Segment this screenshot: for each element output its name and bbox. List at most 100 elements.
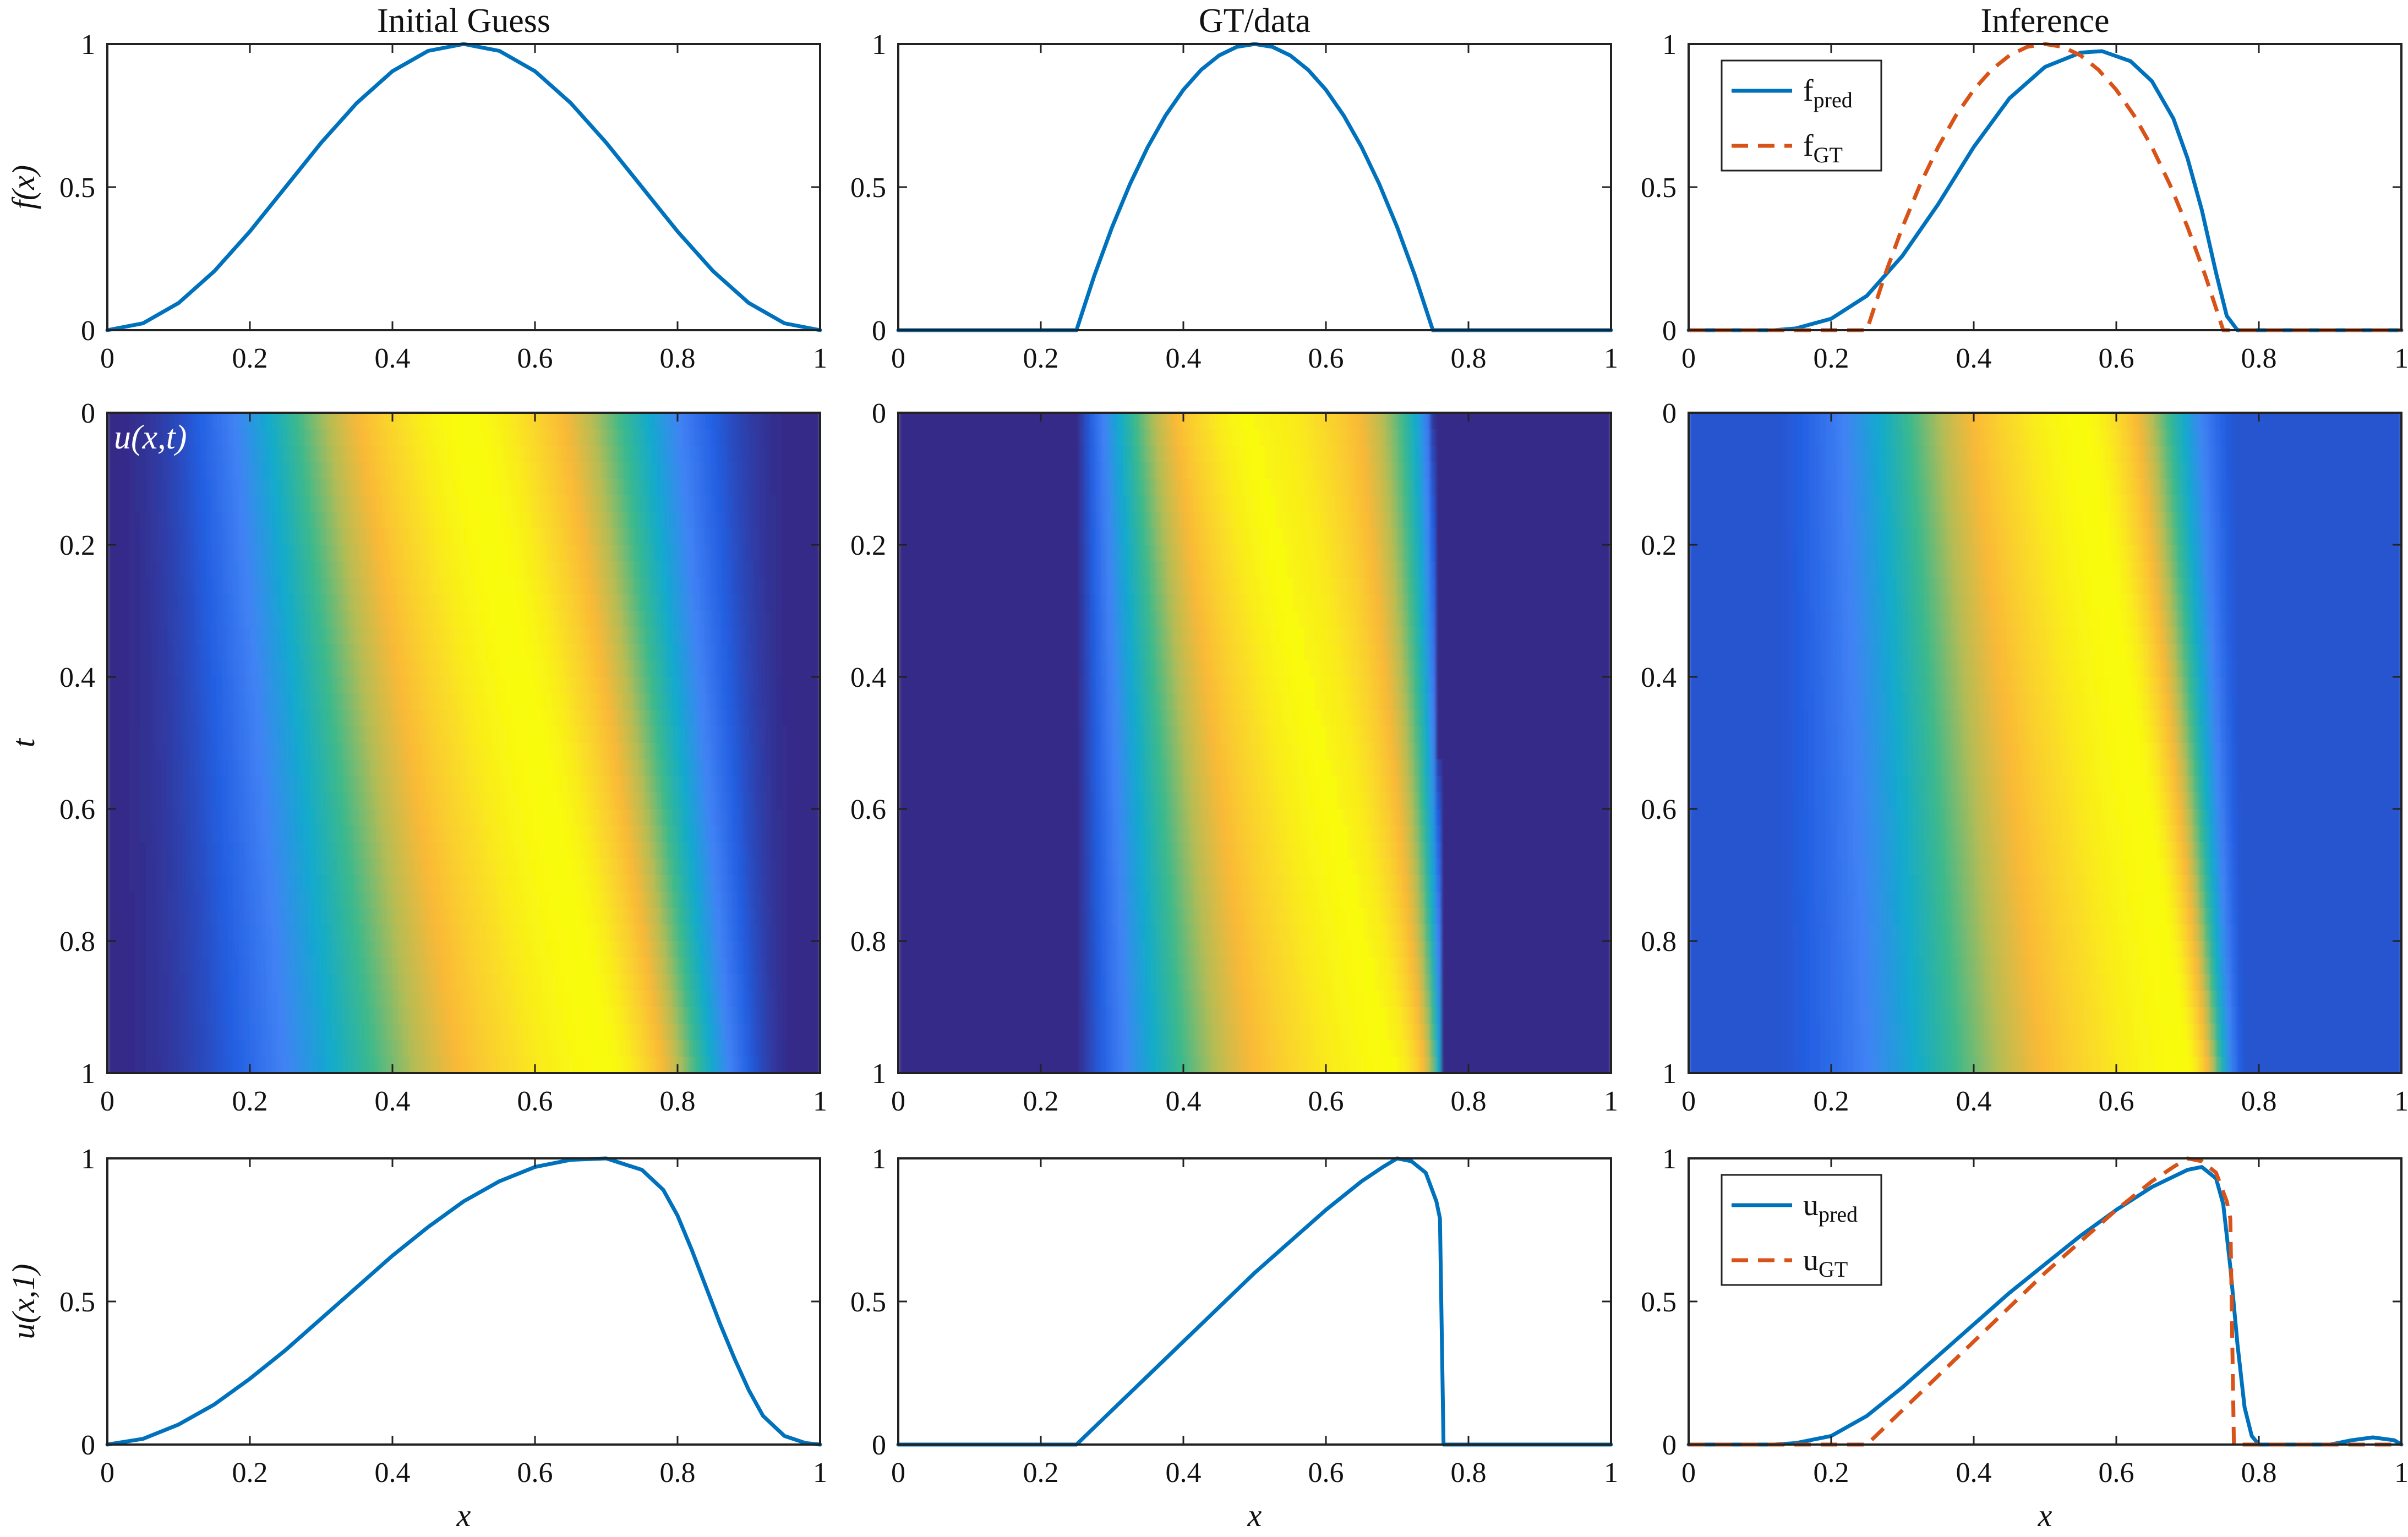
heatmap-cell	[408, 891, 415, 909]
heatmap-cell	[337, 644, 344, 661]
heatmap-cell	[529, 858, 536, 876]
heatmap-cell	[776, 776, 783, 793]
heatmap-cell	[485, 545, 492, 562]
heatmap-cell	[611, 958, 618, 975]
heatmap-cell	[804, 693, 810, 710]
heatmap-cell	[299, 693, 305, 710]
heatmap-cell	[634, 1007, 640, 1024]
heatmap-cell	[337, 825, 344, 843]
heatmap-cell	[195, 660, 201, 677]
heatmap-cell	[716, 495, 722, 512]
heatmap-cell	[211, 462, 218, 479]
heatmap-cell	[255, 462, 261, 479]
heatmap-cell	[134, 495, 141, 512]
heatmap-cell	[754, 578, 761, 595]
y-axis-label: f(x)	[6, 165, 41, 210]
heatmap-cell	[392, 875, 398, 892]
heatmap-cell	[206, 726, 212, 743]
heatmap-cell	[414, 677, 421, 694]
heatmap-cell	[123, 726, 130, 743]
heatmap-cell	[359, 479, 365, 496]
heatmap-cell	[392, 710, 398, 727]
heatmap-cell	[754, 561, 761, 578]
heatmap-cell	[239, 825, 245, 843]
heatmap-cell	[617, 512, 624, 529]
heatmap-cell	[595, 495, 602, 512]
heatmap-cell	[343, 974, 350, 991]
heatmap-cell	[392, 891, 398, 909]
heatmap-cell	[815, 842, 820, 859]
heatmap-cell	[162, 825, 168, 843]
heatmap-cell	[282, 495, 289, 512]
heatmap-cell	[507, 479, 514, 496]
heatmap-cell	[524, 594, 530, 611]
heatmap-cell	[392, 429, 398, 446]
heatmap-cell	[634, 413, 640, 430]
heatmap-cell	[606, 545, 613, 562]
heatmap-cell	[441, 512, 448, 529]
heatmap-cell	[162, 677, 168, 694]
heatmap-cell	[496, 891, 503, 909]
heatmap-cell	[480, 825, 487, 843]
heatmap-cell	[672, 726, 678, 743]
heatmap-cell	[206, 1024, 212, 1041]
heatmap-cell	[452, 842, 459, 859]
heatmap-cell	[452, 660, 459, 677]
heatmap-cell	[354, 429, 361, 446]
heatmap-cell	[189, 726, 196, 743]
heatmap-cell	[425, 677, 432, 694]
heatmap-cell	[321, 759, 327, 776]
heatmap-cell	[419, 677, 426, 694]
heatmap-cell	[502, 561, 508, 578]
heatmap-cell	[299, 891, 305, 909]
heatmap-cell	[798, 792, 804, 809]
heatmap-cell	[271, 594, 278, 611]
heatmap-cell	[244, 677, 250, 694]
heatmap-cell	[250, 462, 256, 479]
heatmap-cell	[507, 825, 514, 843]
heatmap-cell	[578, 594, 585, 611]
heatmap-cell	[623, 825, 629, 843]
x-tick-label: 0.2	[232, 343, 268, 374]
heatmap-cell	[414, 710, 421, 727]
heatmap-cell	[107, 677, 113, 694]
heatmap-cell	[332, 710, 338, 727]
heatmap-cell	[326, 495, 333, 512]
heatmap-cell	[260, 429, 267, 446]
heatmap-cell	[634, 858, 640, 876]
heatmap-cell	[436, 908, 443, 925]
heatmap-cell	[419, 958, 426, 975]
heatmap-cell	[447, 908, 454, 925]
heatmap-cell	[348, 809, 355, 826]
heatmap-cell	[162, 479, 168, 496]
heatmap-cell	[727, 825, 733, 843]
heatmap-cell	[304, 561, 311, 578]
heatmap-cell	[228, 908, 234, 925]
heatmap-cell	[189, 495, 196, 512]
heatmap-cell	[809, 792, 815, 809]
heatmap-cell	[545, 809, 552, 826]
heatmap-cell	[793, 908, 799, 925]
heatmap-cell	[288, 825, 294, 843]
heatmap-cell	[359, 413, 365, 430]
heatmap-cell	[397, 594, 404, 611]
heatmap-cell	[567, 693, 574, 710]
heatmap-cell	[623, 991, 629, 1008]
heatmap-cell	[699, 925, 706, 942]
heatmap-cell	[129, 561, 135, 578]
heatmap-cell	[518, 512, 525, 529]
heatmap-cell	[277, 875, 283, 892]
heatmap-cell	[656, 891, 662, 909]
heatmap-cell	[310, 743, 316, 760]
heatmap-cell	[376, 1024, 382, 1041]
heatmap-cell	[217, 693, 223, 710]
heatmap-cell	[749, 875, 755, 892]
heatmap-cell	[370, 1024, 376, 1041]
heatmap-cell	[716, 974, 722, 991]
heatmap-cell	[645, 644, 651, 661]
heatmap-cell	[337, 627, 344, 644]
heatmap-cell	[195, 413, 201, 430]
heatmap-cell	[600, 446, 607, 463]
heatmap-cell	[288, 462, 294, 479]
heatmap-cell	[716, 644, 722, 661]
